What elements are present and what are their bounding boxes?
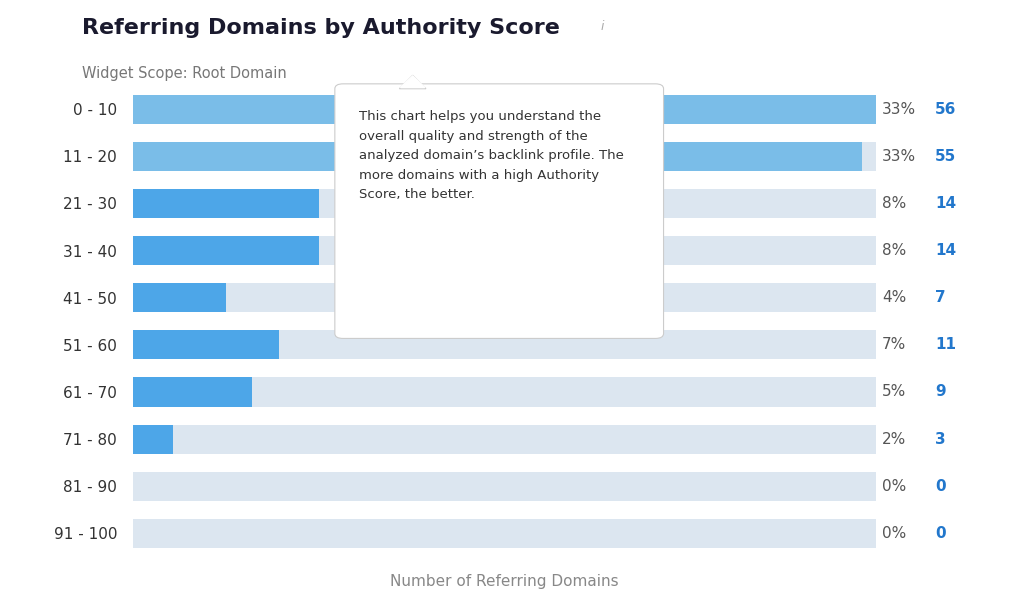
Bar xyxy=(133,236,876,265)
Text: Referring Domains by Authority Score: Referring Domains by Authority Score xyxy=(82,18,560,39)
Text: 55: 55 xyxy=(935,149,956,164)
Bar xyxy=(133,330,279,359)
Bar xyxy=(133,425,876,453)
Text: 7%: 7% xyxy=(882,337,906,353)
Bar xyxy=(133,189,876,218)
Text: 33%: 33% xyxy=(882,149,916,164)
Text: 8%: 8% xyxy=(882,243,906,258)
Text: Widget Scope: Root Domain: Widget Scope: Root Domain xyxy=(82,66,287,81)
Bar xyxy=(133,378,253,406)
Bar xyxy=(133,283,226,312)
Text: 14: 14 xyxy=(935,243,956,258)
Text: 0: 0 xyxy=(935,479,946,494)
Text: 8%: 8% xyxy=(882,196,906,211)
Text: 0%: 0% xyxy=(882,479,906,494)
Bar xyxy=(133,425,173,453)
Text: i: i xyxy=(600,20,603,32)
Text: 0%: 0% xyxy=(882,526,906,541)
Bar xyxy=(133,95,876,124)
Bar xyxy=(133,378,876,406)
Text: 2%: 2% xyxy=(882,431,906,447)
Text: 7: 7 xyxy=(935,290,946,305)
Bar xyxy=(133,519,876,548)
Text: 3: 3 xyxy=(935,431,946,447)
Text: 14: 14 xyxy=(935,196,956,211)
Text: 11: 11 xyxy=(935,337,956,353)
Bar xyxy=(133,142,862,171)
Text: 5%: 5% xyxy=(882,384,906,400)
Bar xyxy=(133,142,876,171)
Bar xyxy=(133,283,876,312)
Text: 0: 0 xyxy=(935,526,946,541)
Text: 9: 9 xyxy=(935,384,946,400)
X-axis label: Number of Referring Domains: Number of Referring Domains xyxy=(390,573,618,589)
Bar xyxy=(133,472,876,501)
Text: 4%: 4% xyxy=(882,290,906,305)
Text: 33%: 33% xyxy=(882,102,916,117)
Text: 56: 56 xyxy=(935,102,956,117)
Bar xyxy=(133,189,318,218)
Bar xyxy=(133,330,876,359)
Text: This chart helps you understand the
overall quality and strength of the
analyzed: This chart helps you understand the over… xyxy=(359,110,625,201)
Bar xyxy=(133,95,876,124)
Bar xyxy=(133,236,318,265)
